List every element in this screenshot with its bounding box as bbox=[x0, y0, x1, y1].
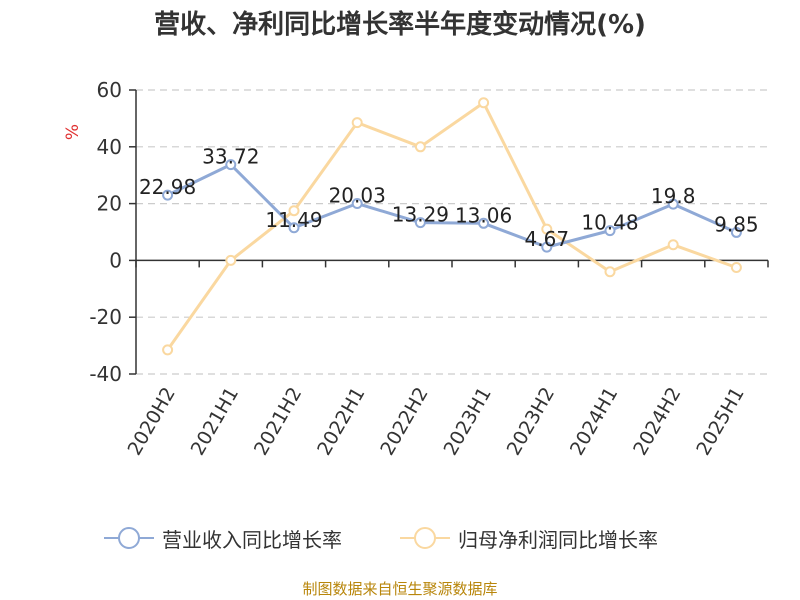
data-point-net-profit bbox=[351, 117, 363, 129]
data-point-net-profit bbox=[730, 262, 742, 273]
x-tick-label: 2022H1 bbox=[313, 384, 369, 460]
x-tick-label: 2021H1 bbox=[187, 384, 243, 460]
data-point-net-profit bbox=[541, 223, 553, 235]
grid bbox=[136, 89, 768, 375]
y-axis-label: % bbox=[63, 124, 83, 140]
source-note: 制图数据来自恒生聚源数据库 bbox=[302, 580, 498, 598]
y-tick-label: 40 bbox=[97, 135, 122, 159]
x-tick-label: 2022H2 bbox=[376, 384, 432, 460]
x-tick-label: 2020H2 bbox=[124, 384, 180, 460]
data-label-revenue: 13.29 bbox=[392, 203, 449, 227]
data-label-revenue: 19.8 bbox=[651, 184, 696, 208]
data-point-revenue bbox=[162, 189, 174, 201]
legend-label-net-profit: 归母净利润同比增长率 bbox=[458, 527, 658, 552]
data-point-revenue bbox=[604, 225, 616, 237]
data-label-revenue: 33.72 bbox=[202, 145, 259, 169]
x-tick-label: 2024H2 bbox=[629, 384, 685, 460]
series bbox=[162, 97, 742, 356]
legend-item-net-profit[interactable]: 归母净利润同比增长率 bbox=[400, 518, 658, 558]
series-line-revenue bbox=[166, 163, 738, 249]
data-point-net-profit bbox=[414, 141, 426, 153]
data-point-revenue bbox=[414, 217, 426, 229]
data-point-revenue bbox=[667, 198, 679, 210]
data-label-revenue: 22.98 bbox=[139, 175, 196, 199]
legend-marker-revenue bbox=[104, 527, 154, 549]
chart-title: 营收、净利同比增长率半年度变动情况(%) bbox=[154, 10, 646, 40]
data-point-revenue bbox=[288, 222, 300, 234]
data-point-revenue bbox=[225, 159, 237, 171]
legend-item-revenue[interactable]: 营业收入同比增长率 bbox=[104, 518, 342, 558]
x-tick-label: 2024H1 bbox=[566, 384, 622, 460]
data-label-revenue: 9.85 bbox=[714, 212, 759, 236]
data-point-revenue bbox=[478, 217, 490, 229]
data-point-net-profit bbox=[478, 97, 490, 109]
y-tick-label: -40 bbox=[89, 362, 122, 386]
x-tick-label: 2025H1 bbox=[692, 384, 748, 460]
legend: 营业收入同比增长率 归母净利润同比增长率 bbox=[0, 518, 800, 558]
data-point-revenue bbox=[351, 198, 363, 210]
y-tick-label: -20 bbox=[89, 305, 122, 329]
data-label-revenue: 13.06 bbox=[455, 203, 512, 227]
legend-marker-net-profit bbox=[400, 527, 450, 549]
data-label-revenue: 10.48 bbox=[581, 211, 638, 235]
y-tick-label: 20 bbox=[97, 192, 122, 216]
data-label-revenue: 11.49 bbox=[265, 208, 322, 232]
x-tick-label: 2023H1 bbox=[440, 384, 496, 460]
data-point-net-profit bbox=[162, 344, 174, 356]
data-point-revenue bbox=[541, 241, 553, 253]
data-point-net-profit bbox=[225, 254, 237, 266]
data-point-revenue bbox=[730, 226, 742, 238]
data-point-net-profit bbox=[288, 205, 300, 217]
x-tick-label: 2021H2 bbox=[250, 384, 306, 460]
data-point-net-profit bbox=[604, 266, 616, 278]
y-tick-label: 60 bbox=[97, 78, 122, 102]
data-point-net-profit bbox=[667, 239, 679, 251]
series-line-net-profit bbox=[166, 101, 737, 351]
y-tick-label: 0 bbox=[109, 248, 122, 272]
x-tick-label: 2023H2 bbox=[503, 384, 559, 460]
legend-label-revenue: 营业收入同比增长率 bbox=[162, 527, 342, 552]
data-label-revenue: 4.67 bbox=[525, 227, 570, 251]
data-label-revenue: 20.03 bbox=[329, 184, 386, 208]
